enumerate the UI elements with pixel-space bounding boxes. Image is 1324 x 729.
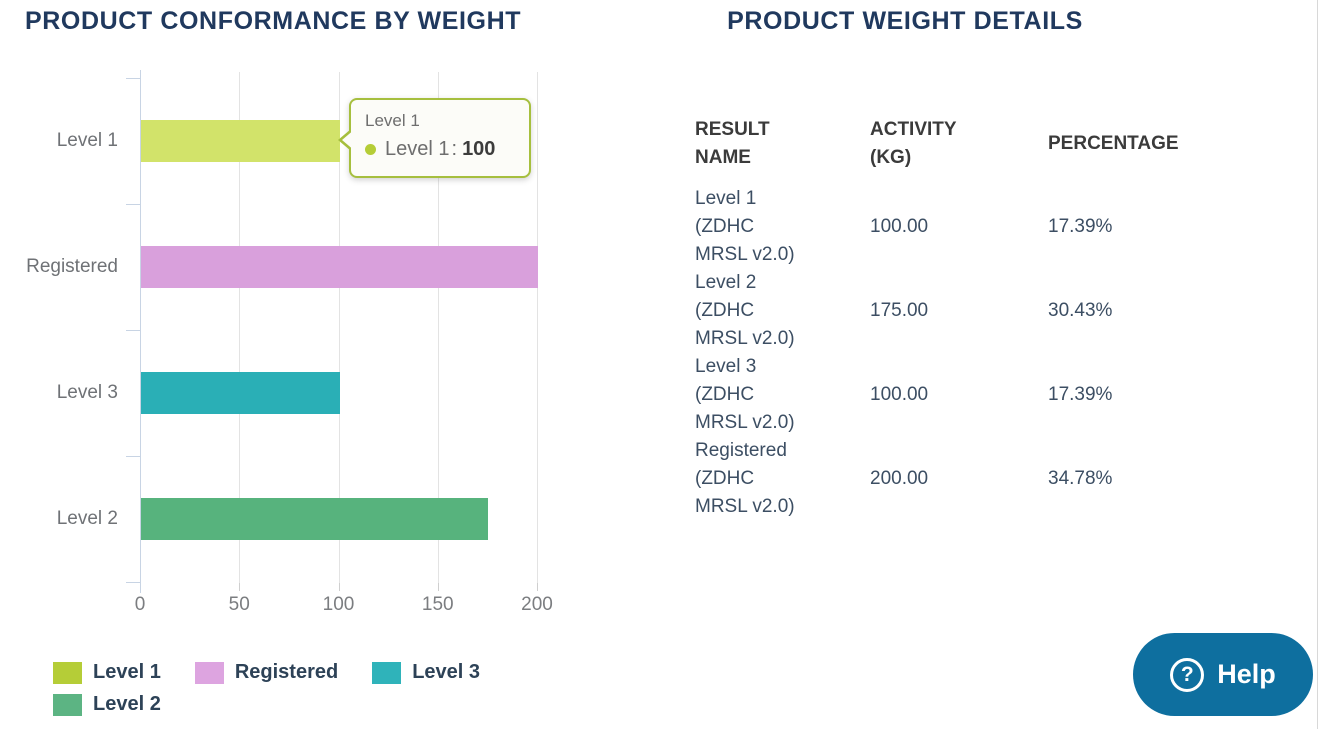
legend-item-level-1[interactable]: Level 1 — [53, 661, 161, 684]
header-activity-kg: ACTIVITY (KG) — [870, 119, 957, 168]
tooltip-arrow-fill — [342, 129, 355, 151]
cell-result-name: Level 1 (ZDHC MRSL v2.0) — [695, 188, 795, 265]
chart-legend: Level 1 Registered Level 3 Level 2 — [53, 661, 543, 716]
table-body: Level 1 (ZDHC MRSL v2.0) 100.00 17.39% Leve… — [695, 185, 1198, 521]
tooltip-series-name: Level 1 — [385, 138, 450, 160]
legend-swatch-icon — [53, 693, 82, 716]
x-axis-label-50: 50 — [228, 594, 250, 615]
y-axis-tick-4 — [126, 582, 140, 583]
gridline-50 — [239, 72, 241, 583]
header-percentage: PERCENTAGE — [1048, 133, 1179, 154]
table-row: Level 2 (ZDHC MRSL v2.0) 175.00 30.43% — [695, 269, 1198, 353]
y-axis-label-level-3: Level 3 — [56, 382, 118, 403]
cell-percentage: 17.39% — [1048, 216, 1113, 237]
cell-percentage: 17.39% — [1048, 384, 1113, 405]
x-tick-200 — [537, 583, 538, 591]
bar-registered[interactable] — [141, 246, 538, 288]
table-row: Level 1 (ZDHC MRSL v2.0) 100.00 17.39% — [695, 185, 1198, 269]
tooltip-separator: : — [451, 138, 458, 160]
header-result-name: RESULT NAME — [695, 119, 770, 168]
legend-label: Level 2 — [93, 693, 161, 715]
x-axis-label-200: 200 — [521, 594, 553, 615]
legend-label: Level 3 — [412, 661, 481, 683]
help-button[interactable]: ? Help — [1133, 633, 1313, 716]
y-axis-label-registered: Registered — [26, 256, 118, 277]
cell-activity-kg: 200.00 — [870, 468, 929, 489]
cell-percentage: 34.78% — [1048, 468, 1113, 489]
legend-item-registered[interactable]: Registered — [194, 661, 339, 684]
bar-level-1[interactable] — [141, 120, 340, 162]
legend-label: Level 1 — [93, 661, 161, 683]
table-header-row: RESULT NAME ACTIVITY (KG) PERCENTAGE — [695, 103, 1198, 185]
x-axis-label-0: 0 — [134, 594, 146, 615]
page-edge-divider — [1317, 0, 1318, 729]
x-tick-100 — [338, 583, 340, 591]
x-tick-150 — [437, 583, 439, 591]
chart-title: PRODUCT CONFORMANCE BY WEIGHT — [25, 7, 522, 35]
y-axis-tick-0 — [126, 78, 140, 79]
legend-item-level-3[interactable]: Level 3 — [372, 661, 480, 684]
gridline-200 — [537, 72, 538, 583]
cell-percentage: 30.43% — [1048, 300, 1113, 321]
y-axis-tick-1 — [126, 204, 140, 205]
cell-result-name: Registered (ZDHC MRSL v2.0) — [695, 440, 795, 517]
y-axis-tick-3 — [126, 456, 140, 457]
tooltip-value: 100 — [462, 138, 496, 160]
table-row: Registered (ZDHC MRSL v2.0) 200.00 34.78% — [695, 437, 1198, 521]
legend-swatch-icon — [372, 661, 402, 684]
x-tick-50 — [239, 583, 241, 591]
legend-swatch-icon — [53, 661, 82, 684]
y-axis-line — [140, 70, 141, 593]
legend-swatch-icon — [194, 661, 224, 684]
product-weight-table: RESULT NAME ACTIVITY (KG) PERCENTAGE Lev… — [695, 103, 1198, 521]
y-axis-label-level-2: Level 2 — [56, 508, 118, 529]
series-dot-icon — [365, 144, 376, 155]
legend-item-level-2[interactable]: Level 2 — [53, 693, 161, 716]
question-mark-icon: ? — [1170, 657, 1205, 692]
y-axis-label-level-1: Level 1 — [56, 130, 118, 151]
tooltip-series-line: Level 1 : 100 — [365, 138, 515, 161]
legend-label: Registered — [234, 661, 339, 683]
gridline-100 — [338, 72, 340, 583]
tooltip-category: Level 1 — [365, 111, 420, 130]
x-axis-label-150: 150 — [421, 594, 454, 615]
chart-tooltip: Level 1 Level 1 : 100 — [338, 98, 531, 178]
cell-activity-kg: 100.00 — [870, 384, 929, 405]
cell-result-name: Level 2 (ZDHC MRSL v2.0) — [695, 272, 795, 349]
table-row: Level 3 (ZDHC MRSL v2.0) 100.00 17.39% — [695, 353, 1198, 437]
y-axis-tick-2 — [126, 330, 140, 331]
x-axis-label-100: 100 — [322, 594, 355, 615]
gridline-150 — [437, 72, 439, 583]
cell-activity-kg: 175.00 — [870, 300, 929, 321]
help-button-label: Help — [1217, 659, 1276, 689]
table-title: PRODUCT WEIGHT DETAILS — [727, 7, 1083, 35]
cell-activity-kg: 100.00 — [870, 216, 929, 237]
bar-level-2[interactable] — [141, 498, 489, 540]
cell-result-name: Level 3 (ZDHC MRSL v2.0) — [695, 356, 795, 433]
bar-level-3[interactable] — [141, 372, 340, 414]
